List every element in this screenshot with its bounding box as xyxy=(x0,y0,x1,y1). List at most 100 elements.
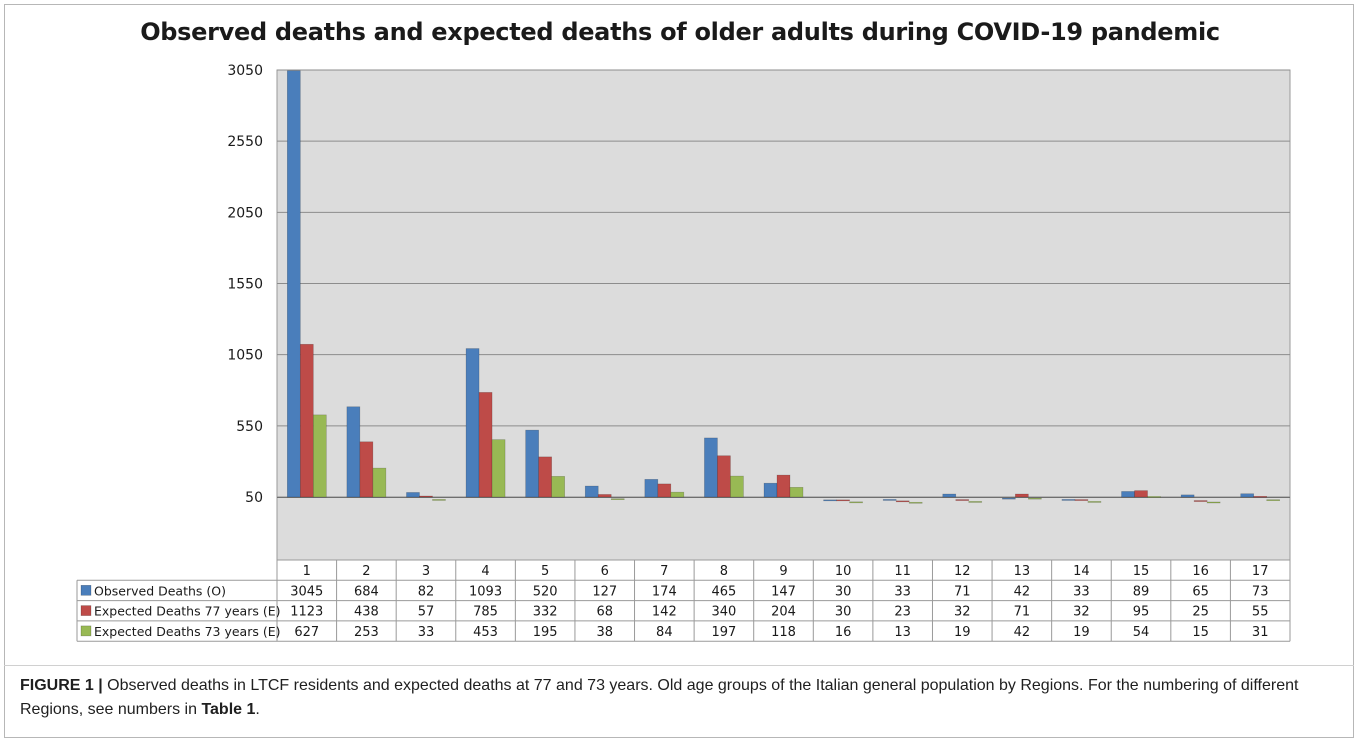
data-table-value: 65 xyxy=(1192,584,1209,599)
caption-text-end: . xyxy=(255,701,260,718)
bar xyxy=(1266,499,1281,502)
data-table-value: 57 xyxy=(418,605,435,620)
bar xyxy=(346,406,361,498)
caption-divider xyxy=(4,665,1354,666)
legend-swatch xyxy=(80,625,92,637)
bar xyxy=(1180,494,1195,498)
bar xyxy=(312,414,327,498)
data-table-value: 253 xyxy=(354,625,379,640)
data-table-value: 71 xyxy=(1014,605,1031,620)
bar xyxy=(704,437,718,498)
data-table-value: 32 xyxy=(954,605,971,620)
y-tick-label: 3050 xyxy=(227,63,263,79)
caption-table-ref: Table 1 xyxy=(201,701,256,718)
data-table-value: 204 xyxy=(771,605,796,620)
data-table-value: 19 xyxy=(954,625,971,640)
data-table-value: 627 xyxy=(294,625,319,640)
y-tick-label: 2050 xyxy=(227,205,263,221)
bar xyxy=(478,392,493,498)
data-table-value: 332 xyxy=(533,605,558,620)
data-table-value: 89 xyxy=(1133,584,1150,599)
legend-swatch xyxy=(80,605,92,616)
x-category-label: 7 xyxy=(660,564,668,579)
data-table-value: 13 xyxy=(894,625,911,640)
y-tick-label: 1550 xyxy=(227,277,263,293)
data-table-value: 73 xyxy=(1252,584,1269,599)
x-category-label: 5 xyxy=(541,564,549,579)
data-table-value: 31 xyxy=(1252,625,1269,640)
bar xyxy=(908,501,923,504)
x-category-label: 9 xyxy=(779,564,787,579)
chart-title: Observed deaths and expected deaths of o… xyxy=(140,18,1220,46)
bar xyxy=(432,499,446,501)
bar xyxy=(882,499,897,501)
y-tick-label: 550 xyxy=(236,419,263,435)
data-table-value: 174 xyxy=(652,584,677,599)
bar xyxy=(849,501,863,504)
caption-label: FIGURE 1 | xyxy=(20,677,103,694)
data-table-value: 32 xyxy=(1073,605,1090,620)
legend-label: Expected Deaths 77 years (E) xyxy=(94,604,280,619)
bar xyxy=(836,499,850,502)
bar xyxy=(584,485,599,498)
x-category-label: 15 xyxy=(1133,564,1150,579)
data-table-value: 25 xyxy=(1192,605,1209,620)
bar xyxy=(1121,491,1135,498)
data-table-value: 42 xyxy=(1014,625,1031,640)
bar xyxy=(1087,501,1102,503)
x-category-label: 8 xyxy=(720,564,728,579)
x-category-label: 10 xyxy=(835,564,852,579)
bar xyxy=(597,494,612,498)
y-tick-label: 1050 xyxy=(227,348,263,364)
bar xyxy=(538,456,552,498)
bar xyxy=(1028,497,1042,500)
data-table-value: 118 xyxy=(771,625,796,640)
data-table-value: 3045 xyxy=(290,584,323,599)
bar xyxy=(1002,497,1016,500)
data-table-value: 30 xyxy=(835,584,852,599)
data-table-value: 520 xyxy=(533,584,558,599)
bar xyxy=(419,495,433,498)
figure-caption: FIGURE 1 | Observed deaths in LTCF resid… xyxy=(20,674,1340,722)
x-category-label: 12 xyxy=(954,564,971,579)
bar xyxy=(1074,499,1089,501)
data-table-value: 438 xyxy=(354,605,379,620)
data-table-value: 147 xyxy=(771,584,796,599)
data-table-value: 465 xyxy=(711,584,736,599)
data-table-value: 55 xyxy=(1252,605,1269,620)
data-table-value: 127 xyxy=(592,584,617,599)
data-table-value: 15 xyxy=(1192,625,1209,640)
bar xyxy=(1206,501,1221,504)
y-tick-label: 50 xyxy=(245,490,263,506)
x-category-label: 1 xyxy=(303,564,311,579)
bar xyxy=(551,476,565,498)
data-table-value: 82 xyxy=(418,584,435,599)
x-category-label: 6 xyxy=(601,564,609,579)
data-table-value: 142 xyxy=(652,605,677,620)
x-category-label: 13 xyxy=(1014,564,1031,579)
bar xyxy=(942,493,957,498)
bar xyxy=(1147,496,1161,498)
legend-swatch xyxy=(80,584,92,596)
bar xyxy=(717,455,731,498)
data-table-value: 340 xyxy=(711,605,736,620)
data-table-value: 453 xyxy=(473,625,498,640)
x-category-label: 14 xyxy=(1073,564,1090,579)
data-table-value: 33 xyxy=(1073,584,1090,599)
caption-text: Observed deaths in LTCF residents and ex… xyxy=(20,677,1299,718)
bar xyxy=(789,487,804,498)
bar xyxy=(955,499,970,501)
bar xyxy=(491,439,506,498)
data-table-value: 54 xyxy=(1133,625,1150,640)
bar xyxy=(465,348,480,498)
bar xyxy=(359,441,374,498)
bar xyxy=(372,467,387,498)
legend-label: Observed Deaths (O) xyxy=(94,583,226,598)
bar xyxy=(895,500,910,503)
data-table-value: 785 xyxy=(473,605,498,620)
x-category-label: 3 xyxy=(422,564,430,579)
data-table-value: 23 xyxy=(894,605,911,620)
data-table-value: 16 xyxy=(835,625,852,640)
bar xyxy=(525,429,539,498)
